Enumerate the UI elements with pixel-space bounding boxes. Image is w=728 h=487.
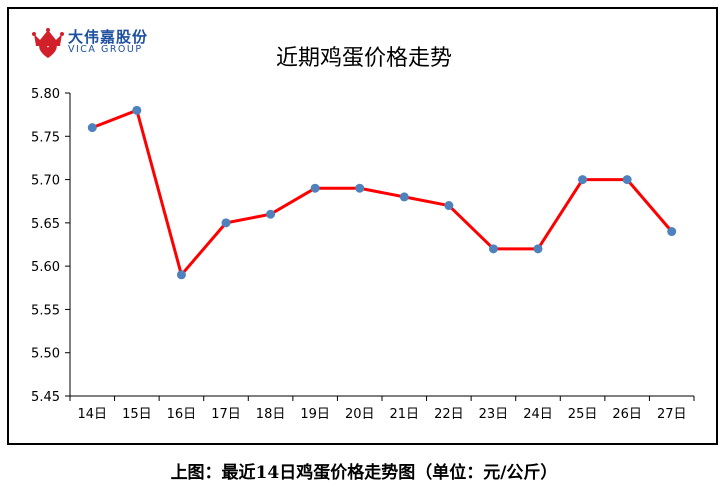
- x-tick-label: 19日: [300, 407, 330, 422]
- data-point: [399, 192, 409, 202]
- data-point: [578, 175, 588, 185]
- x-tick-label: 23日: [479, 407, 509, 422]
- crown-heart-icon: [32, 28, 64, 58]
- logo-name-cn: 大伟嘉股份: [68, 28, 149, 46]
- chart-frame: [7, 7, 718, 445]
- data-point: [132, 105, 142, 115]
- y-tick-label: 5.60: [31, 260, 60, 275]
- x-axis-ticks: 14日 15日 16日 17日 18日 19日 20日 21日 22日 23日 24日 25日 26日 2…: [69, 396, 695, 422]
- data-point: [310, 183, 320, 193]
- y-tick-label: 5.70: [31, 174, 60, 189]
- data-point: [488, 244, 498, 254]
- chart-title: 近期鸡蛋价格走势: [275, 46, 452, 71]
- data-point: [176, 270, 186, 280]
- y-tick-label: 5.80: [31, 87, 60, 102]
- data-point: [87, 123, 97, 133]
- y-axis-ticks: 5.45 5.50 5.55 5.60 5.65 5.70 5.75 5.80: [31, 87, 70, 405]
- chart-axes: [69, 93, 694, 397]
- data-point: [533, 244, 543, 254]
- data-point: [622, 175, 632, 185]
- x-tick-label: 17日: [211, 407, 241, 422]
- logo-name-en: VICA GROUP: [68, 44, 143, 55]
- x-tick-label: 24日: [523, 407, 553, 422]
- x-tick-label: 18日: [256, 407, 286, 422]
- y-tick-label: 5.55: [31, 303, 60, 318]
- data-point: [221, 218, 231, 228]
- y-tick-label: 5.45: [31, 390, 60, 405]
- x-tick-label: 22日: [434, 407, 464, 422]
- data-point: [355, 183, 365, 193]
- x-tick-label: 14日: [78, 407, 108, 422]
- data-point: [444, 201, 454, 211]
- x-tick-label: 27日: [657, 407, 687, 422]
- x-tick-label: 25日: [568, 407, 598, 422]
- chart-caption: 上图：最近14日鸡蛋价格走势图（单位：元/公斤）: [170, 463, 558, 483]
- x-tick-label: 21日: [390, 407, 420, 422]
- x-tick-label: 15日: [122, 407, 152, 422]
- y-tick-label: 5.65: [31, 217, 60, 232]
- x-tick-label: 26日: [612, 407, 642, 422]
- x-tick-label: 20日: [345, 407, 375, 422]
- series-layer: [87, 105, 677, 280]
- data-point: [266, 209, 276, 219]
- y-tick-label: 5.50: [31, 347, 60, 362]
- series-line: [91, 108, 673, 277]
- x-tick-label: 16日: [167, 407, 197, 422]
- data-point: [667, 227, 677, 237]
- y-tick-label: 5.75: [31, 130, 60, 145]
- company-logo: [30, 24, 170, 60]
